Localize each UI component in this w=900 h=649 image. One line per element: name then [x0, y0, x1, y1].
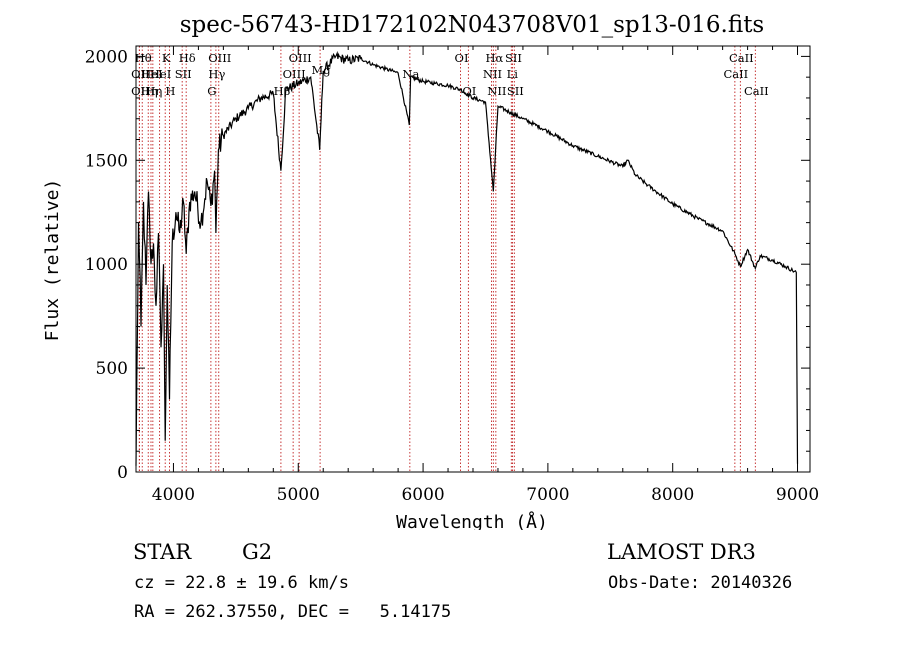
x-axis-label: Wavelength (Å) — [396, 511, 548, 530]
y-axis-ticks: 0 500 1000 1500 2000 — [85, 47, 810, 483]
object-class: STAR — [133, 540, 192, 564]
spectral-line-label: OI — [455, 51, 469, 65]
spectral-line-label: H — [165, 84, 175, 98]
spectral-line-label: CaII — [729, 51, 754, 65]
x-tick-label: 8000 — [651, 485, 694, 505]
x-tick-label: 4000 — [152, 485, 195, 505]
spectral-line-label: HeI — [150, 67, 171, 81]
x-tick-label: 5000 — [277, 485, 320, 505]
spectral-line-label: NII — [483, 67, 502, 81]
spectral-line-label: NII — [487, 84, 506, 98]
x-tick-label: 6000 — [401, 485, 444, 505]
object-subclass: G2 — [242, 540, 273, 564]
spectral-line-label: Hδ — [179, 51, 196, 65]
redshift-cz: cz = 22.8 ± 19.6 km/s — [134, 573, 349, 593]
observation-date: Obs-Date: 20140326 — [608, 573, 793, 593]
spectral-line-label: SII — [175, 67, 192, 81]
y-tick-label: 0 — [117, 463, 128, 483]
survey-name: LAMOST DR3 — [607, 540, 756, 564]
spectral-line-label: OIII — [208, 51, 231, 65]
spectral-line-label: Hγ — [208, 67, 225, 81]
y-tick-label: 1500 — [85, 151, 128, 171]
plot-frame — [135, 45, 811, 473]
y-tick-label: 1000 — [85, 255, 128, 275]
spectral-line-labels: HθOIIOIIHηHeIHηHeIKHSIIHδGHγOIIIHβOIIIOI… — [131, 51, 769, 98]
x-tick-label: 7000 — [526, 485, 569, 505]
spectral-line-label: OIII — [289, 51, 312, 65]
y-tick-label: 500 — [96, 359, 128, 379]
spectral-line-label: Li — [507, 67, 519, 81]
y-tick-label: 2000 — [85, 47, 128, 67]
spectral-line-label: CaII — [744, 84, 769, 98]
flux-series-line — [135, 50, 799, 466]
spectral-line-label: Hβ — [274, 84, 291, 98]
x-axis-ticks: 4000 5000 6000 7000 8000 9000 — [152, 46, 819, 505]
spectral-line-label: G — [207, 84, 216, 98]
spectral-line-label: Hθ — [135, 51, 152, 65]
spectral-line-label: Hη — [141, 84, 158, 98]
spectrum-chart: spec-56743-HD172102N043708V01_sp13-016.f… — [42, 12, 819, 533]
spectral-line-label: Hη — [145, 84, 162, 98]
chart-title: spec-56743-HD172102N043708V01_sp13-016.f… — [180, 12, 765, 38]
spectral-line-label: Hα — [485, 51, 503, 65]
y-axis-label: Flux (relative) — [42, 179, 63, 342]
spectral-line-label: SII — [507, 84, 524, 98]
spectral-line-label: HeI — [141, 67, 162, 81]
spectral-line-label: OIII — [283, 67, 306, 81]
spectral-line-markers — [138, 46, 756, 472]
coordinates: RA = 262.37550, DEC = 5.14175 — [134, 602, 452, 622]
spectral-line-label: SII — [505, 51, 522, 65]
spectral-line-label: K — [162, 51, 171, 65]
spectral-line-label: CaII — [723, 67, 748, 81]
x-tick-label: 9000 — [776, 485, 819, 505]
